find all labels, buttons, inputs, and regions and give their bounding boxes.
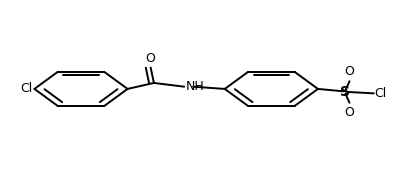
Text: O: O (345, 65, 354, 78)
Text: O: O (345, 106, 354, 119)
Text: S: S (341, 85, 350, 99)
Text: O: O (146, 52, 156, 65)
Text: NH: NH (186, 80, 205, 93)
Text: Cl: Cl (20, 82, 32, 95)
Text: Cl: Cl (375, 87, 387, 100)
